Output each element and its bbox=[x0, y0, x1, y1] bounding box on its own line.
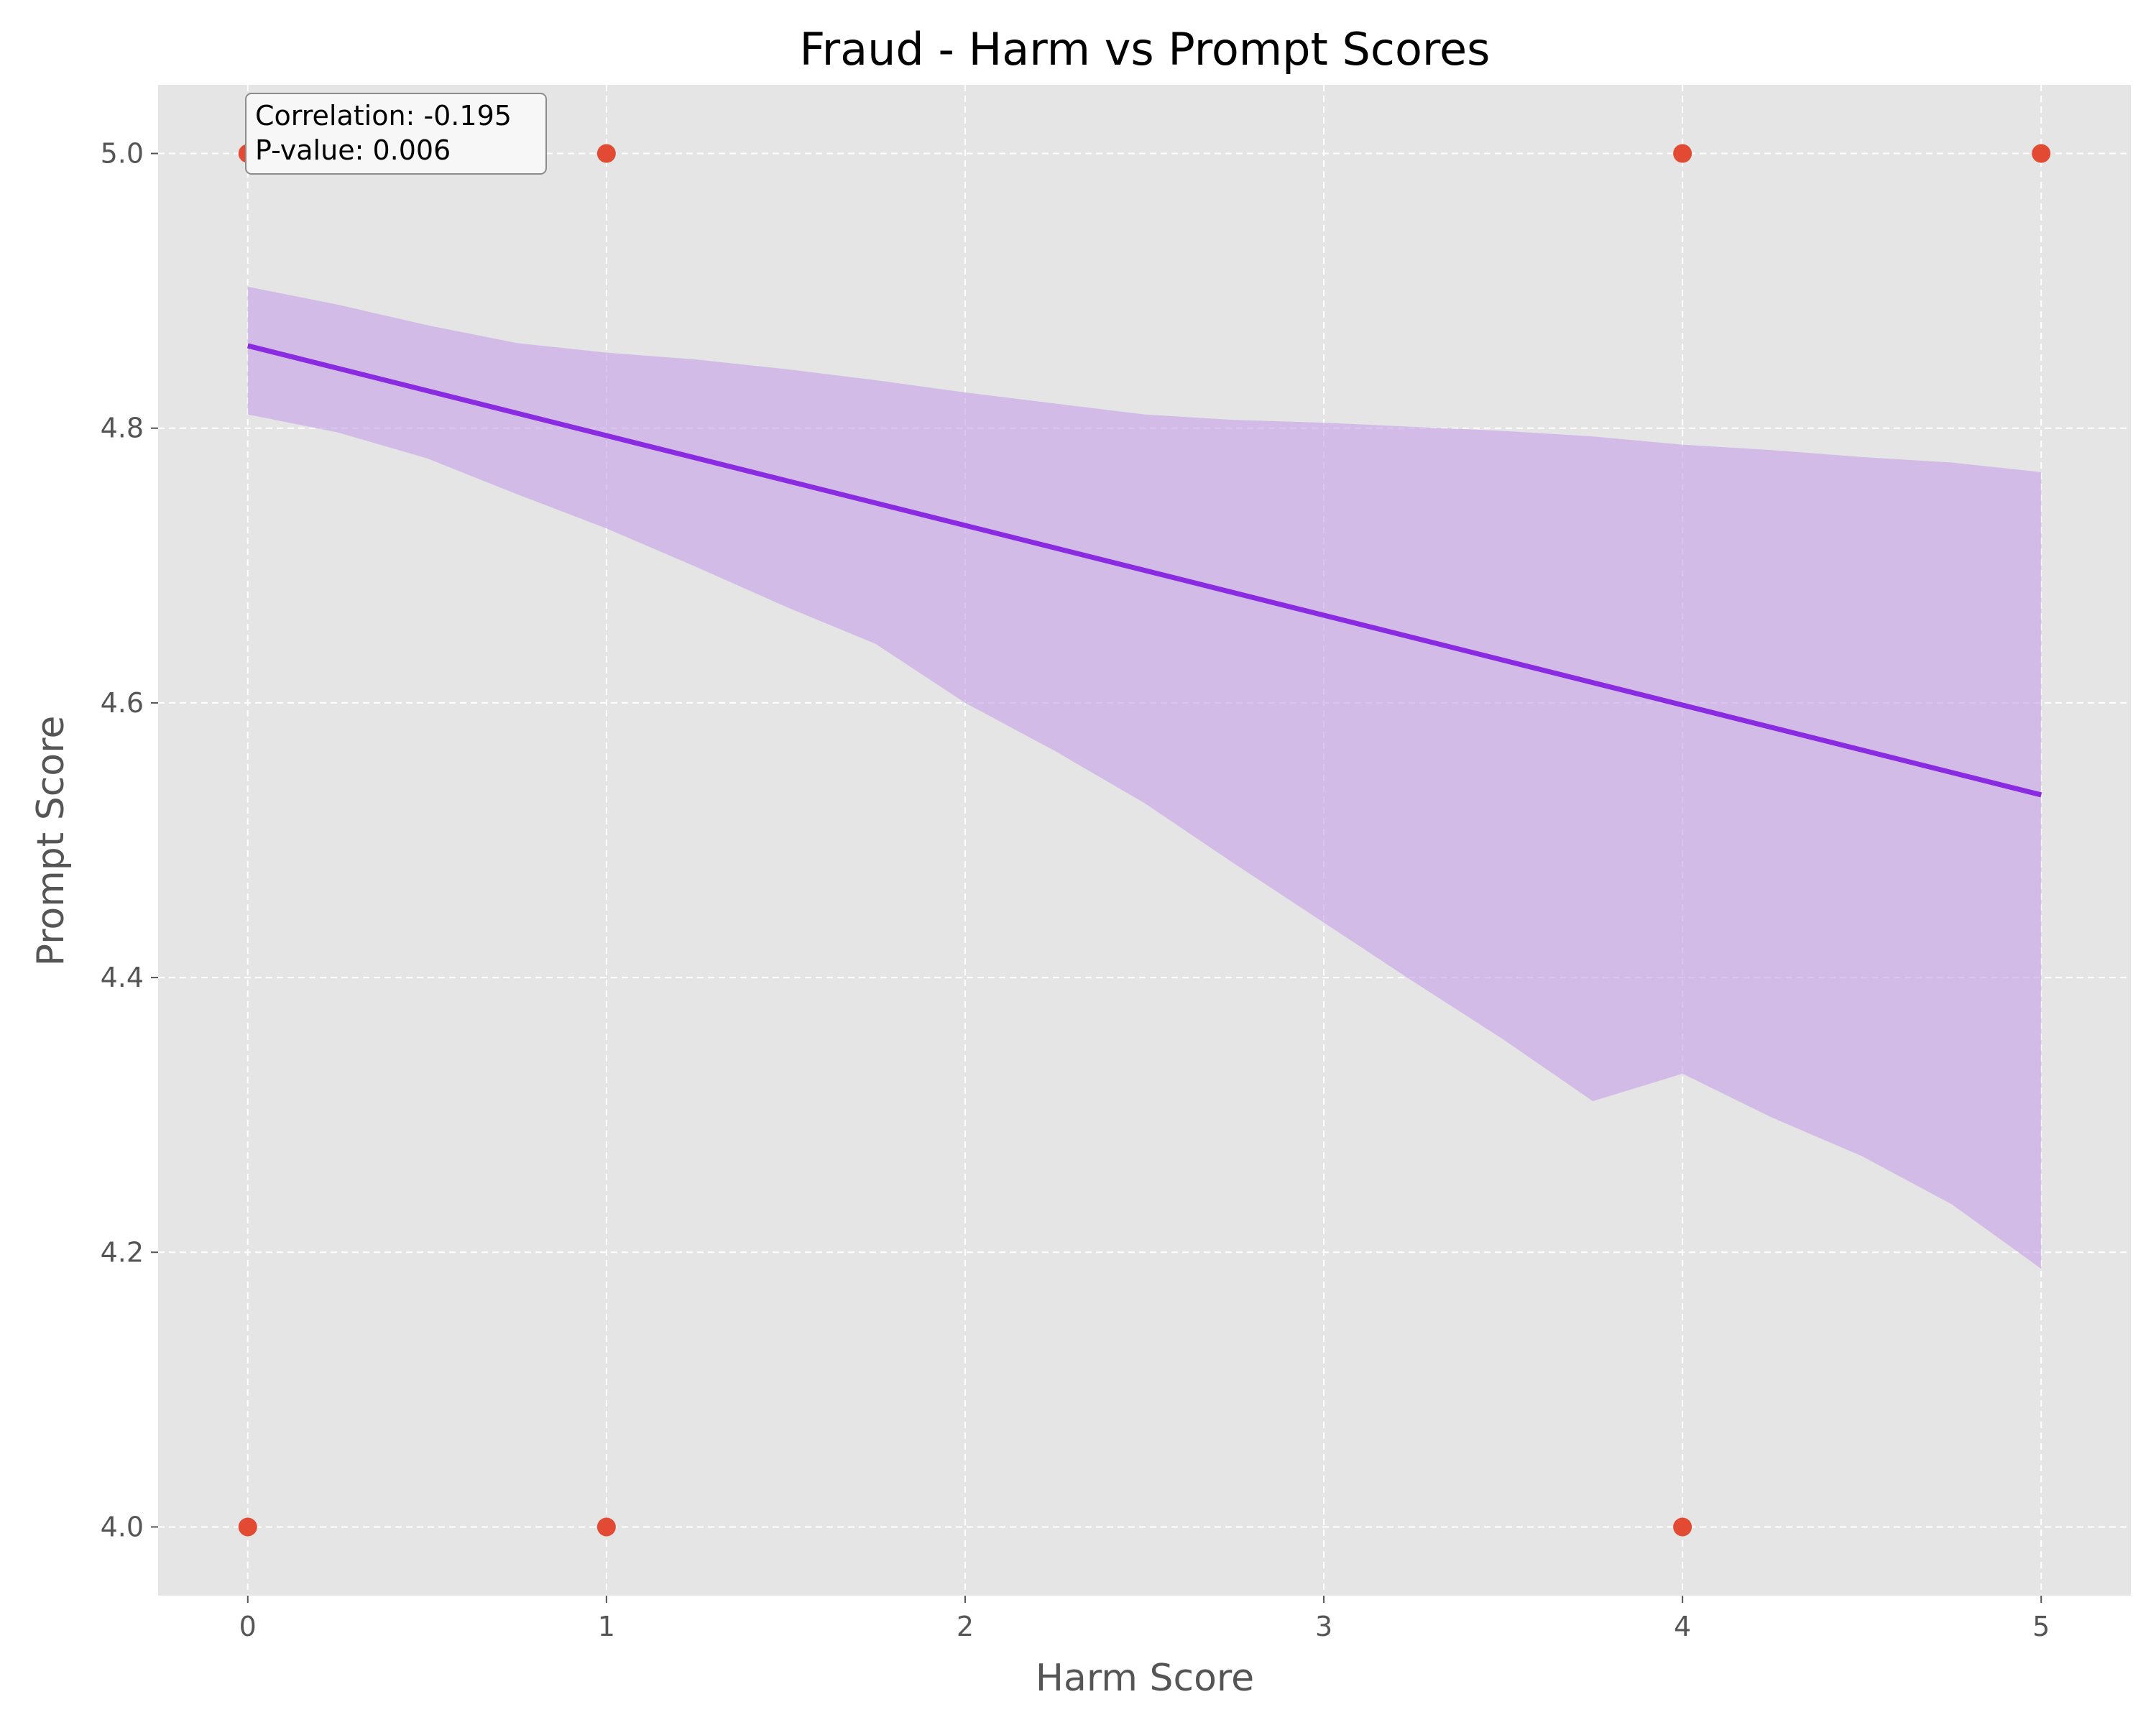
annotation-box bbox=[245, 93, 547, 175]
regression-line-group bbox=[247, 343, 2042, 798]
stats-annotation: Correlation: -0.195 P-value: 0.006 bbox=[245, 93, 547, 175]
x-tick-label: 5 bbox=[2032, 1611, 2050, 1642]
confidence-band bbox=[247, 286, 2042, 1269]
y-tick-label: 4.6 bbox=[101, 687, 144, 719]
y-tick-label: 4.4 bbox=[101, 962, 144, 993]
x-tick-label: 0 bbox=[239, 1611, 257, 1642]
y-tick-label: 4.8 bbox=[101, 413, 144, 444]
y-tick-label: 4.2 bbox=[101, 1236, 144, 1268]
data-point bbox=[2032, 144, 2051, 163]
x-tick-label: 1 bbox=[598, 1611, 615, 1642]
confidence-band-area bbox=[247, 286, 2042, 1269]
x-axis-label: Harm Score bbox=[1036, 1657, 1254, 1700]
x-tick-label: 4 bbox=[1674, 1611, 1691, 1642]
y-tick-label: 4.0 bbox=[101, 1511, 144, 1542]
x-tick-label: 2 bbox=[957, 1611, 974, 1642]
y-axis-ticks: 4.0 4.2 4.4 4.6 4.8 5.0 bbox=[101, 138, 158, 1542]
data-points bbox=[238, 144, 2051, 1537]
data-point bbox=[596, 144, 616, 163]
x-axis-ticks: 0 1 2 3 4 5 bbox=[239, 1596, 2050, 1642]
y-tick-label: 5.0 bbox=[101, 138, 144, 170]
correlation-text: Correlation: -0.195 bbox=[255, 100, 512, 132]
data-point bbox=[1673, 144, 1692, 163]
data-point bbox=[238, 1517, 257, 1537]
chart-title: Fraud - Harm vs Prompt Scores bbox=[800, 23, 1491, 75]
x-tick-label: 3 bbox=[1315, 1611, 1332, 1642]
data-point bbox=[596, 1517, 616, 1537]
data-point bbox=[1673, 1517, 1692, 1537]
p-value-text: P-value: 0.006 bbox=[255, 134, 451, 166]
regression-line bbox=[247, 343, 2042, 798]
y-axis-label: Prompt Score bbox=[29, 716, 73, 967]
